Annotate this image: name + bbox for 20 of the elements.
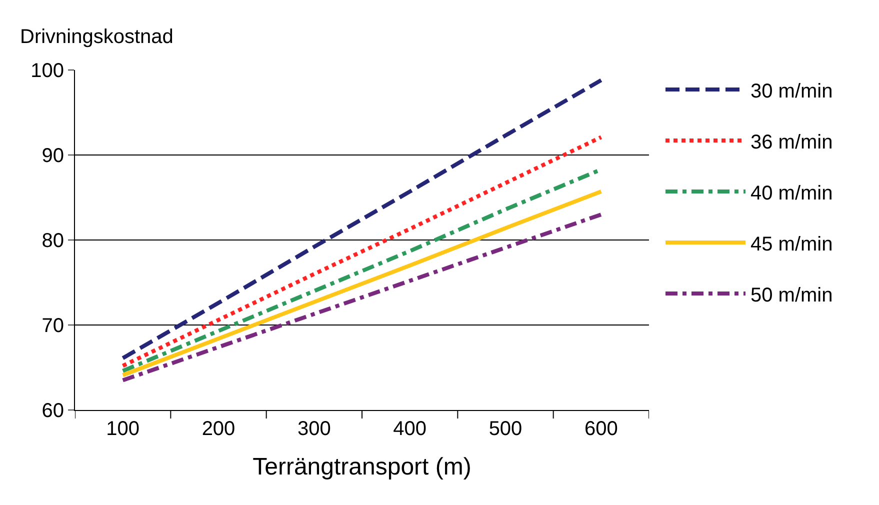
y-tick-label: 60: [42, 400, 64, 422]
legend-label: 45 m/min: [750, 233, 833, 256]
line-series: [120, 78, 604, 360]
x-tick-label: 200: [202, 418, 236, 440]
y-axis-title: Drivningskostnad: [20, 26, 174, 48]
y-tick-label: 90: [42, 145, 64, 167]
legend-label: 30 m/min: [750, 80, 833, 102]
legend-label: 40 m/min: [750, 182, 833, 204]
y-tick-label: 100: [30, 60, 64, 82]
x-tick-label: 400: [393, 418, 427, 440]
line-series: [120, 135, 604, 368]
x-tick-label: 600: [584, 418, 618, 440]
y-tick-label: 80: [42, 230, 64, 252]
legend-label: 50 m/min: [750, 284, 833, 306]
y-tick-label: 70: [42, 315, 64, 337]
legend-label: 36 m/min: [750, 131, 833, 154]
x-axis-title: Terrängtransport (m): [252, 453, 472, 480]
x-tick-label: 500: [488, 418, 522, 440]
x-tick-label: 100: [106, 418, 140, 440]
x-tick-label: 300: [297, 418, 331, 440]
